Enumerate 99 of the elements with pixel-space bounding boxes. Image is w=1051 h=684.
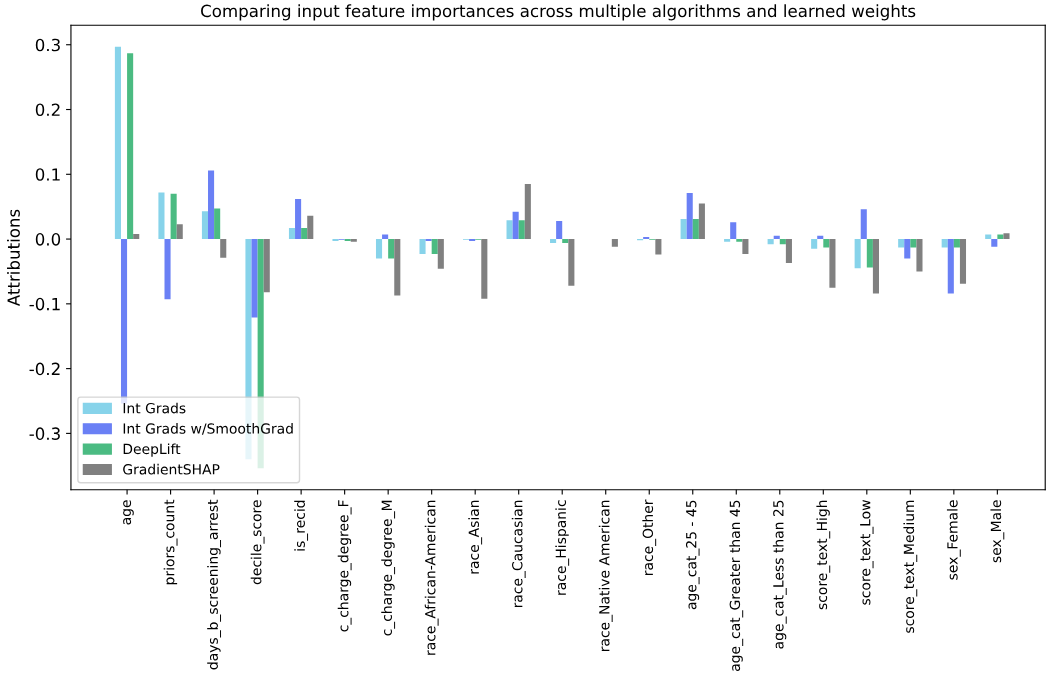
y-tick-label: 0.1 — [35, 168, 60, 181]
bar — [133, 233, 140, 240]
bar — [295, 198, 302, 240]
y-tick-label: 0.0 — [35, 233, 61, 246]
bar — [959, 239, 967, 284]
bar — [263, 239, 270, 293]
bar — [898, 239, 905, 248]
bar — [767, 239, 774, 245]
bar — [176, 224, 183, 240]
bar — [829, 239, 836, 288]
x-tick-label: race_Native American — [598, 500, 613, 652]
bar — [947, 239, 954, 294]
bar — [481, 239, 488, 299]
bar — [779, 239, 786, 245]
bar — [388, 239, 395, 259]
x-tick-label: c_charge_degree_M — [381, 500, 396, 636]
bar — [692, 218, 699, 240]
bar — [394, 239, 401, 296]
bar — [550, 239, 557, 243]
y-tick-label: -0.2 — [29, 362, 60, 376]
bar — [568, 239, 575, 286]
x-tick-label: age_cat_Greater than 45 — [729, 500, 744, 671]
x-tick-label: is_recid — [294, 500, 309, 551]
bar — [724, 239, 731, 242]
bar — [220, 239, 227, 258]
bar — [686, 193, 693, 240]
bar — [301, 228, 308, 240]
x-tick-label: sex_Male — [990, 500, 1005, 563]
bar — [512, 211, 519, 240]
bar — [866, 239, 873, 268]
bar — [904, 239, 911, 259]
bar — [817, 235, 824, 240]
bar — [941, 239, 948, 248]
bar — [611, 239, 618, 247]
bar — [307, 215, 314, 240]
x-tick-label: score_text_High — [816, 500, 831, 610]
x-tick-label: age — [123, 500, 134, 525]
bar — [375, 239, 383, 259]
bar — [953, 239, 960, 248]
bar — [350, 239, 357, 242]
bar — [916, 239, 923, 272]
bar — [872, 239, 879, 294]
bar — [164, 239, 171, 300]
bar — [419, 239, 426, 254]
bar — [201, 211, 209, 240]
x-tick-label: days_b_screening_arrest — [207, 499, 222, 670]
bar — [736, 239, 743, 242]
chart-title: Comparing input feature importances across multiple algorithms and learned weights — [201, 4, 916, 21]
legend-label: Int Grads w/SmoothGrad — [123, 423, 293, 435]
bar — [680, 218, 687, 240]
bar — [698, 203, 705, 240]
bar — [288, 228, 296, 240]
bar — [1003, 233, 1010, 240]
y-tick-label: 0.3 — [35, 38, 60, 52]
x-tick-label: score_text_Medium — [903, 500, 918, 633]
bar — [251, 239, 258, 318]
x-tick-label: score_text_Low — [860, 500, 874, 605]
bar — [562, 239, 569, 243]
x-tick-label: age_cat_25 - 45 — [685, 500, 700, 610]
bar — [518, 220, 525, 240]
x-tick-label: decile_score — [250, 500, 265, 585]
x-tick-label: c_charge_degree_F — [337, 500, 352, 632]
y-tick-label: -0.1 — [29, 297, 60, 311]
bar — [158, 192, 165, 240]
bar — [991, 239, 998, 247]
bar — [524, 184, 531, 240]
bar — [860, 209, 867, 240]
x-tick-label: age_cat_Less than 25 — [772, 500, 787, 649]
y-tick-label: 0.2 — [35, 103, 60, 117]
bar — [773, 235, 780, 240]
bar — [506, 220, 513, 240]
y-tick-label: -0.3 — [29, 427, 60, 440]
bar — [214, 208, 221, 240]
bar — [655, 239, 662, 255]
bar — [854, 239, 861, 269]
y-axis-title: Attributions — [7, 209, 20, 307]
bar — [114, 46, 121, 240]
legend-label: Int Grads — [123, 402, 186, 414]
x-tick-label: priors_count — [163, 499, 178, 585]
bar — [127, 53, 134, 240]
bar — [208, 170, 215, 240]
bar — [811, 239, 818, 249]
bar — [730, 222, 737, 240]
bar — [431, 239, 438, 254]
legend-label: DeepLift — [123, 443, 181, 457]
bar — [823, 239, 830, 248]
bar — [910, 239, 917, 248]
bar — [742, 239, 749, 254]
x-tick-label: race_Asian — [468, 500, 483, 574]
x-tick-label: race_Caucasian — [511, 500, 526, 608]
x-tick-label: sex_Female — [946, 500, 961, 580]
bar — [785, 239, 792, 264]
bar — [556, 220, 563, 240]
x-tick-label: race_Other — [642, 499, 657, 575]
x-tick-label: race_Hispanic — [555, 500, 570, 595]
bar — [170, 193, 177, 240]
bar — [437, 239, 444, 269]
legend-label: GradientSHAP — [123, 463, 220, 475]
x-tick-label: race_African-American — [424, 500, 439, 655]
